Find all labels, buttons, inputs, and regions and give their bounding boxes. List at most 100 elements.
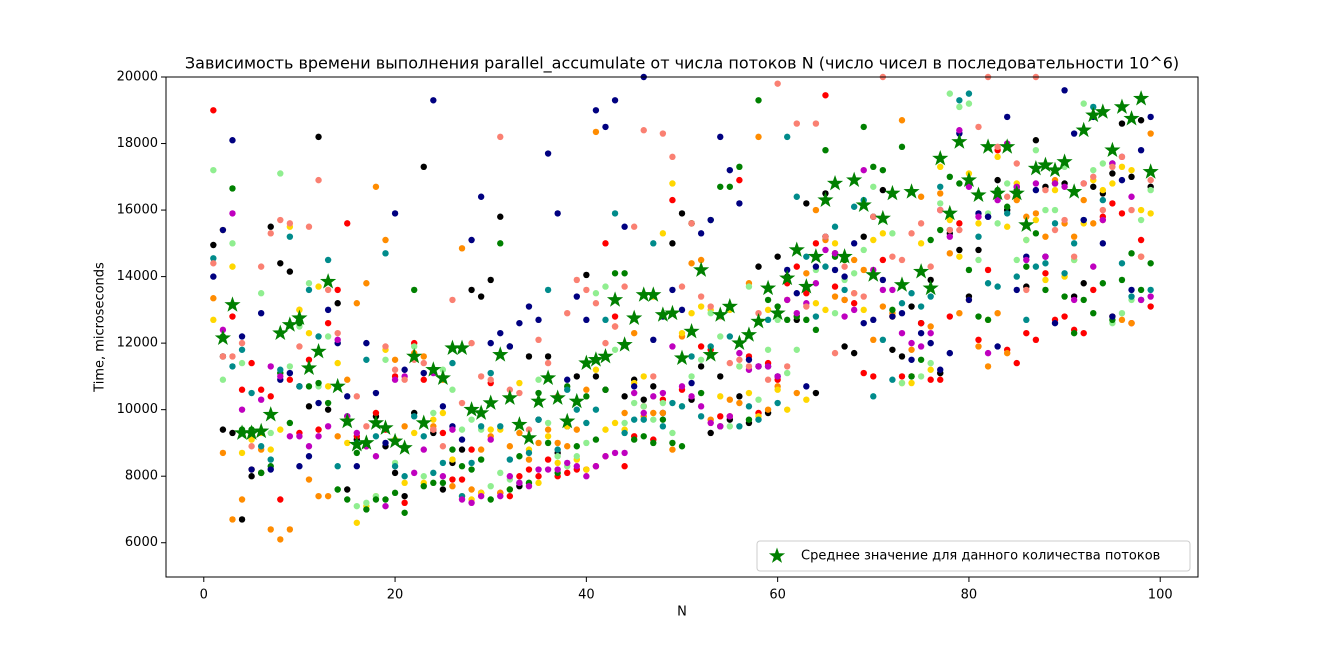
point [984, 363, 992, 370]
point [458, 463, 466, 470]
point [458, 426, 466, 433]
point [1023, 329, 1030, 337]
mean-star [320, 273, 337, 289]
point [975, 220, 982, 227]
point [784, 316, 791, 324]
point [544, 426, 552, 433]
point [1099, 196, 1107, 204]
point [487, 369, 494, 377]
mean-star [645, 286, 662, 302]
mean-star [702, 346, 719, 362]
point [927, 376, 934, 383]
point [946, 313, 954, 320]
point [544, 286, 552, 294]
point [353, 393, 361, 400]
mean-star [932, 150, 949, 166]
point [257, 443, 265, 450]
point [401, 479, 408, 487]
point [611, 449, 619, 457]
point [1003, 210, 1011, 217]
point [640, 409, 647, 417]
point [831, 283, 839, 290]
point [726, 423, 734, 430]
point [420, 433, 427, 440]
point [372, 183, 380, 190]
point [965, 266, 973, 274]
point [611, 270, 619, 277]
mean-star [1123, 110, 1140, 126]
point [678, 383, 686, 390]
point [850, 300, 858, 307]
point [267, 456, 274, 463]
mean-star [807, 248, 824, 264]
mean-star [329, 377, 346, 394]
point [669, 446, 676, 453]
point [229, 137, 236, 144]
point [410, 343, 418, 350]
point [324, 319, 332, 327]
point [1080, 296, 1087, 304]
point [726, 166, 734, 174]
point [334, 286, 341, 294]
point [697, 293, 705, 300]
point [1003, 180, 1011, 187]
point [439, 443, 447, 450]
point [535, 479, 542, 487]
point [410, 413, 418, 420]
point [277, 216, 284, 224]
point [659, 389, 667, 397]
point [994, 343, 1001, 350]
point [602, 386, 609, 393]
point [850, 203, 858, 210]
point [592, 128, 600, 136]
point [391, 366, 399, 373]
point [774, 373, 781, 380]
point [726, 396, 734, 403]
point [420, 369, 427, 377]
chart-title: Зависимость времени выполнения parallel_… [185, 54, 1179, 74]
point [210, 255, 217, 262]
point [860, 246, 867, 254]
point [956, 103, 963, 111]
point [650, 373, 657, 380]
point [745, 389, 753, 397]
point [248, 436, 255, 443]
point [870, 213, 877, 220]
mean-star [635, 286, 652, 302]
point [697, 343, 705, 350]
point [410, 429, 418, 437]
point [602, 123, 609, 131]
mean-star [1056, 153, 1073, 169]
point [956, 309, 963, 317]
point [353, 300, 361, 307]
point [659, 423, 667, 430]
mean-star [989, 184, 1006, 201]
point [927, 329, 934, 337]
point [248, 466, 255, 473]
point [669, 343, 676, 350]
point [1070, 253, 1078, 260]
point [917, 193, 925, 200]
x-tick-label: 40 [578, 588, 595, 603]
point [717, 333, 724, 340]
point [296, 383, 303, 390]
point [889, 286, 896, 294]
point [975, 213, 982, 220]
point [1090, 183, 1097, 190]
point [812, 263, 820, 270]
point [420, 359, 427, 367]
mean-star [750, 313, 767, 329]
point [678, 403, 686, 410]
point [602, 339, 609, 347]
point [344, 393, 351, 400]
point [516, 473, 523, 480]
x-tick-label: 20 [387, 588, 404, 603]
point [238, 406, 246, 413]
point [937, 200, 944, 207]
point [1023, 256, 1030, 264]
point [984, 349, 992, 357]
point [401, 509, 408, 516]
point [449, 386, 456, 393]
point [238, 496, 246, 503]
point [984, 266, 992, 274]
